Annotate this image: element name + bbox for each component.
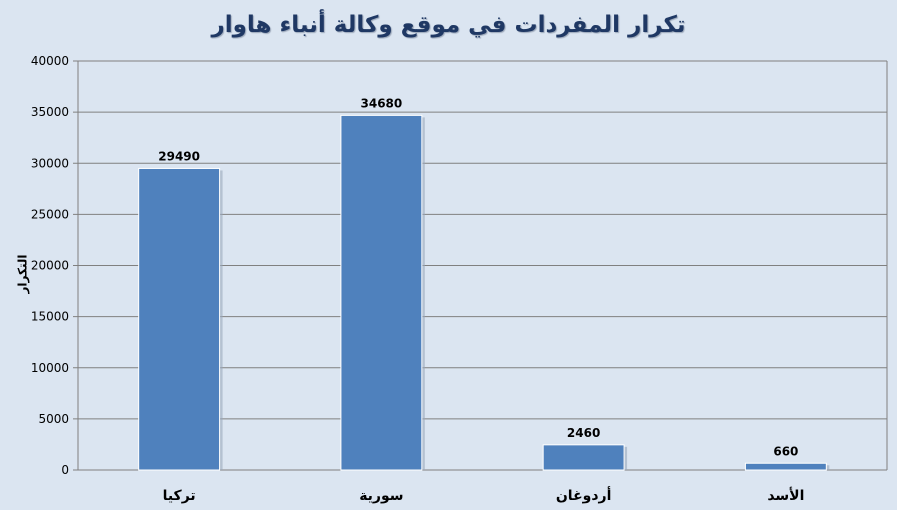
bar bbox=[744, 462, 827, 471]
x-category-label: الأسد bbox=[767, 487, 804, 504]
bar-value-label: 2460 bbox=[567, 426, 600, 440]
bar-layer bbox=[138, 114, 830, 471]
y-tick-label: 5000 bbox=[38, 412, 69, 426]
chart-title: تكرار المفردات في موقع وكالة أنباء هاوار bbox=[211, 12, 686, 38]
x-category-label: سورية bbox=[359, 488, 403, 504]
y-tick-label: 25000 bbox=[31, 207, 69, 221]
bar-value-label: 34680 bbox=[361, 96, 403, 110]
bar-value-label: 29490 bbox=[158, 149, 200, 163]
bar-value-label: 660 bbox=[773, 444, 798, 458]
y-tick-label: 40000 bbox=[31, 54, 69, 68]
y-tick-label: 30000 bbox=[31, 156, 69, 170]
bar bbox=[542, 444, 625, 471]
label-layer: 29490 تركيا 34680 سورية 2460 أردوغان 660 الأسد bbox=[158, 96, 804, 504]
y-tick-label: 20000 bbox=[31, 259, 69, 273]
axis-layer: 0 5000 10000 15000 20000 25000 30000 35000 40000 bbox=[31, 54, 888, 477]
y-tick-label: 10000 bbox=[31, 361, 69, 375]
y-tick-label: 35000 bbox=[31, 105, 69, 119]
y-tick-label: 0 bbox=[61, 463, 69, 477]
bar bbox=[340, 114, 423, 471]
bar bbox=[138, 167, 221, 471]
x-category-label: أردوغان bbox=[556, 486, 612, 504]
y-tick-label: 15000 bbox=[31, 310, 69, 324]
x-category-label: تركيا bbox=[163, 488, 196, 504]
